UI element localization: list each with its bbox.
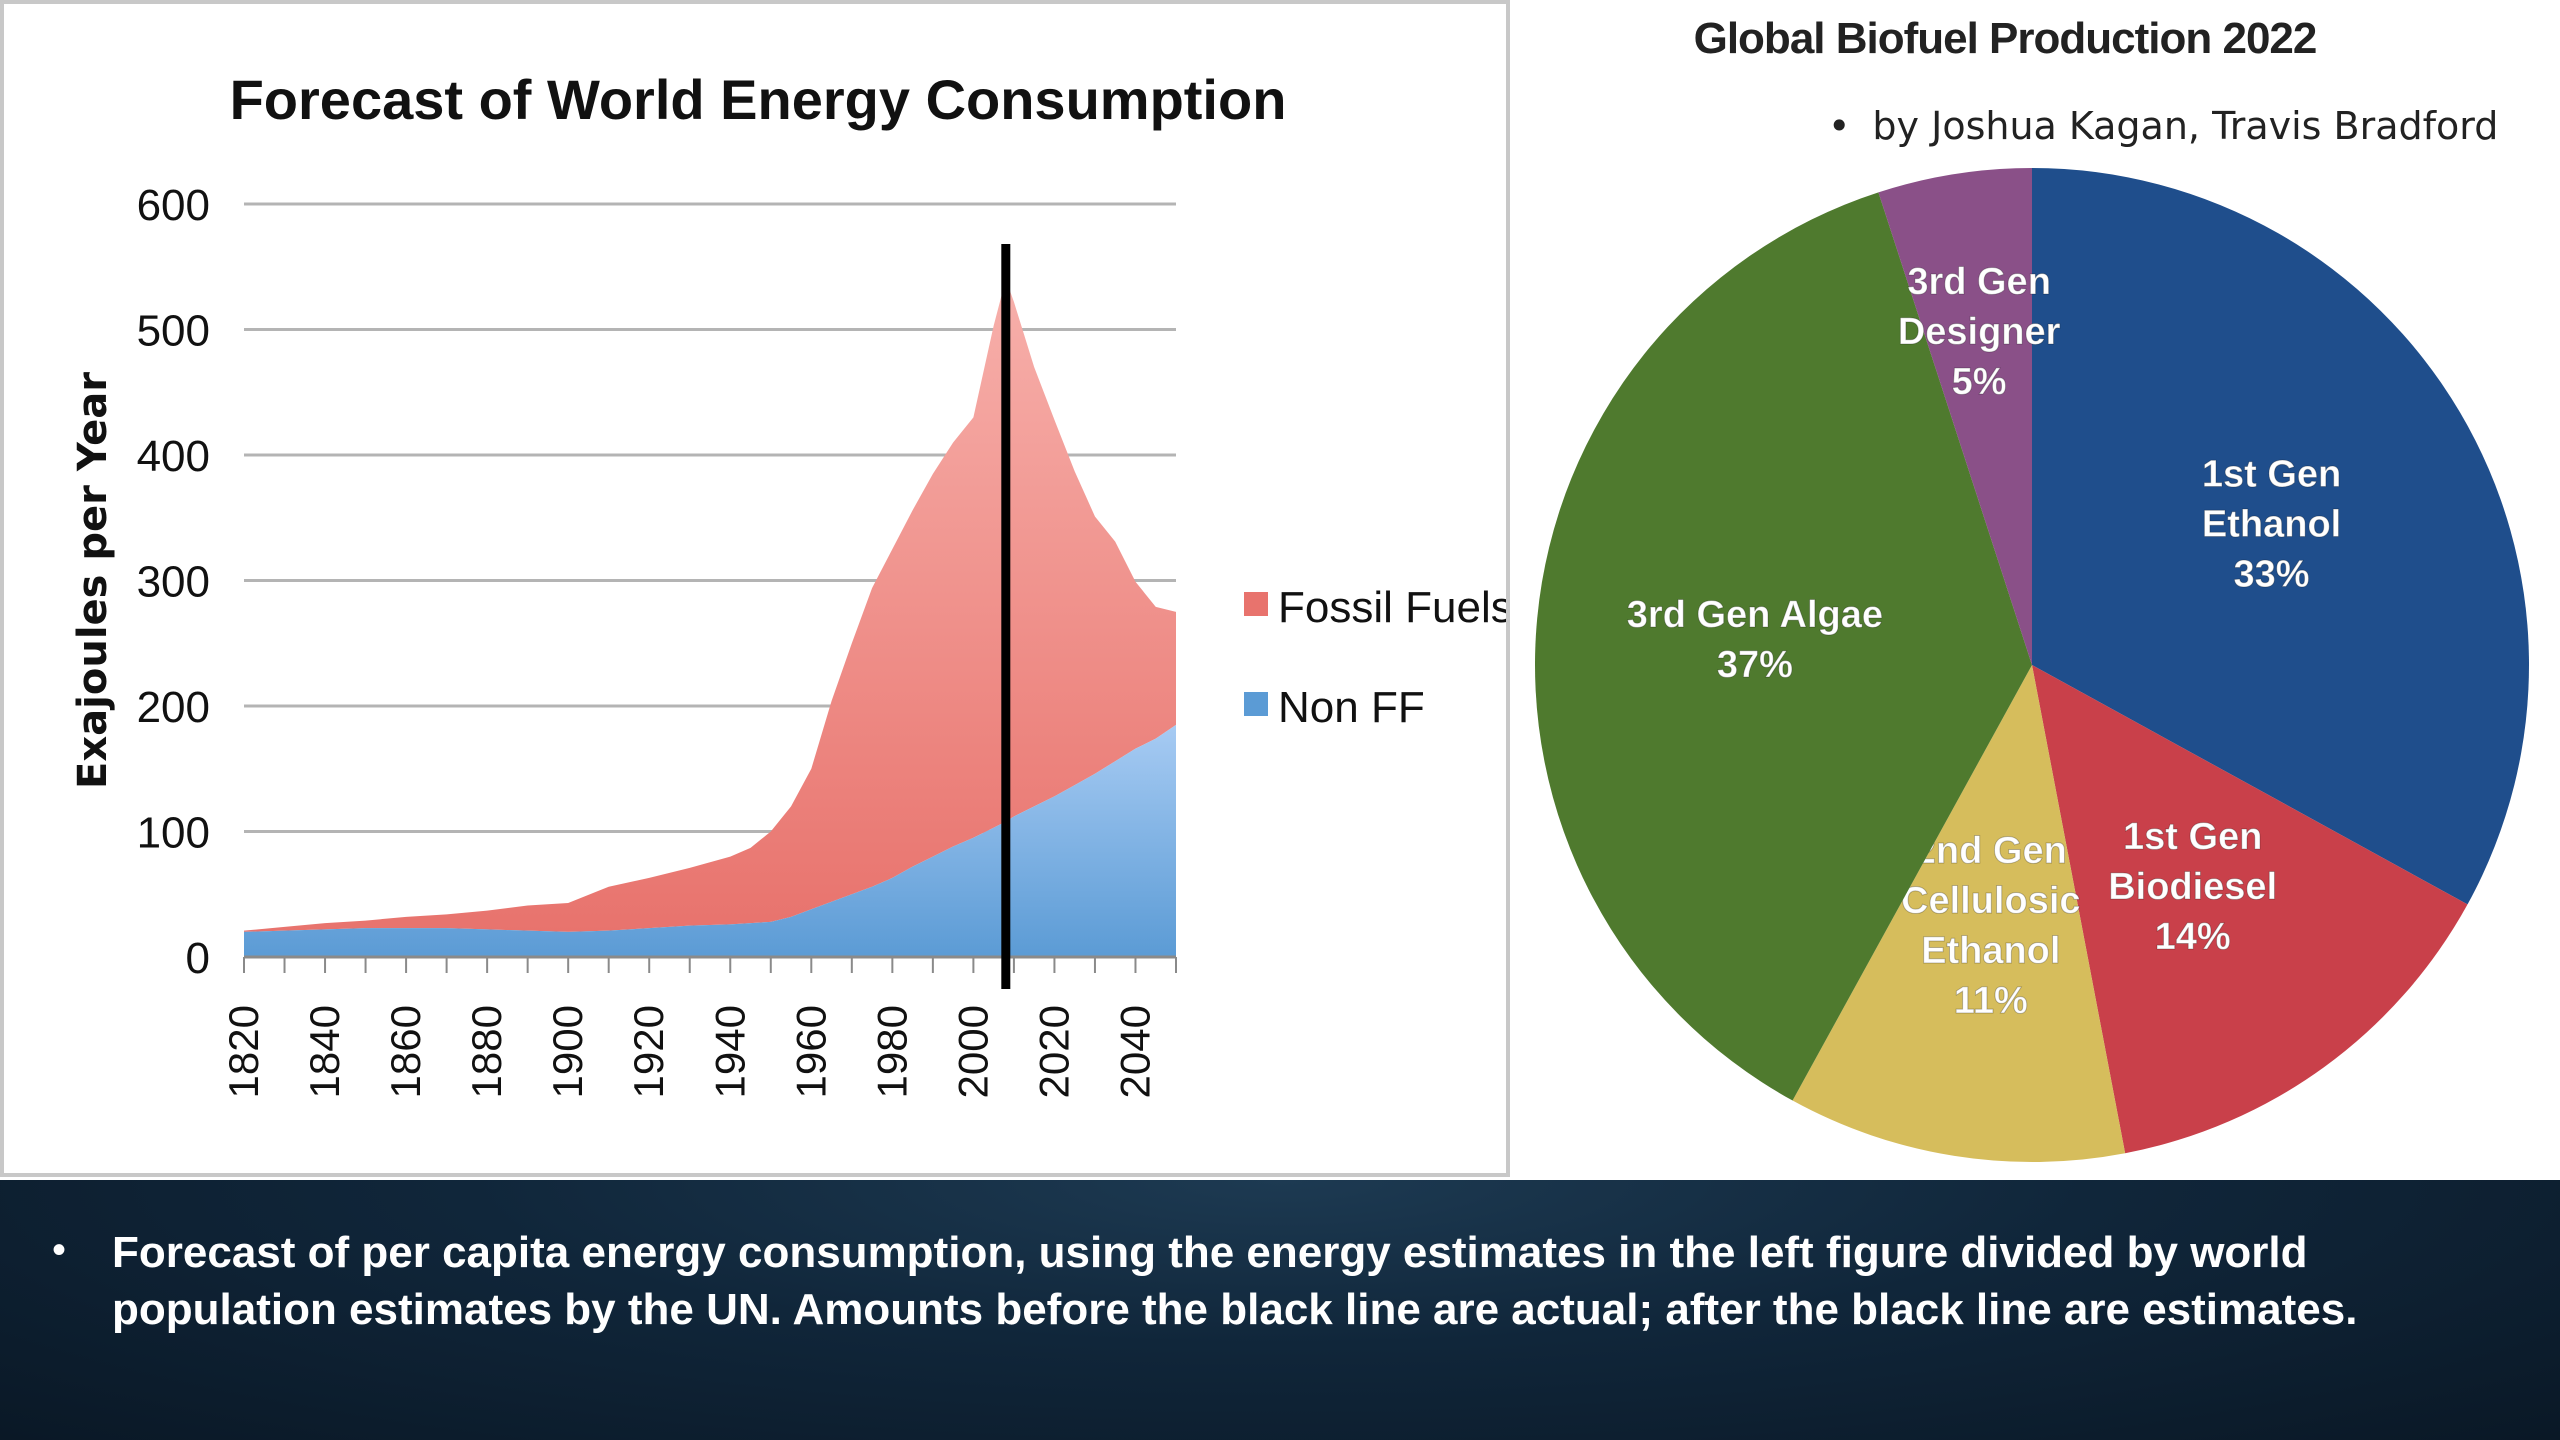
- pie-slice-label-line: Cellulosic: [1901, 880, 2081, 922]
- pie-slice: [1535, 192, 2032, 1101]
- legend-label: Fossil Fuels: [1278, 583, 1506, 632]
- pie-slice-label-line: Ethanol: [1921, 930, 2060, 972]
- y-tick-label: 300: [137, 558, 210, 607]
- pie-slice-label-line: 1st Gen: [2202, 453, 2341, 495]
- pie-slice-label-line: 37%: [1717, 644, 1793, 686]
- y-tick-label: 500: [137, 307, 210, 356]
- biofuel-pie-panel: Global Biofuel Production 2022 • by Joshu…: [1510, 0, 2560, 1180]
- x-tick-label: 1880: [463, 1005, 510, 1098]
- chart-title: Forecast of World Energy Consumption: [230, 68, 1287, 131]
- x-tick-label: 1820: [220, 1005, 267, 1098]
- biofuel-pie-chart: 1st Gen Ethanol 33% 1st Gen Biodiesel 14% 2nd …: [1535, 168, 2529, 1162]
- pie-slice-label-line: 33%: [2234, 553, 2310, 595]
- x-tick-label: 1940: [706, 1005, 753, 1098]
- pie-slice-label-line: 5%: [1952, 361, 2007, 403]
- y-tick-label: 600: [137, 181, 210, 230]
- x-tick-label: 1920: [625, 1005, 672, 1098]
- pie-slice-label-line: 14%: [2155, 916, 2231, 958]
- pie-slice-label: 1st Gen Biodiesel 14%: [2108, 816, 2277, 958]
- pie-slice-label-line: 1st Gen: [2123, 816, 2262, 858]
- caption-bullet: •: [52, 1228, 67, 1272]
- caption-text: Forecast of per capita energy consumptio…: [112, 1228, 2358, 1334]
- energy-area-chart: Forecast of World Energy Consumption 0 100…: [70, 68, 1506, 1098]
- y-tick-label: 100: [137, 809, 210, 858]
- energy-chart-panel: Forecast of World Energy Consumption 0 100…: [0, 0, 1510, 1177]
- legend-swatch: [1244, 692, 1268, 716]
- x-tick-label: 1900: [544, 1005, 591, 1098]
- x-tick-label: 2020: [1030, 1005, 1077, 1098]
- series-area-fossil-fuels: [244, 279, 1176, 932]
- pie-slice-label: 3rd Gen Designer 5%: [1898, 261, 2061, 403]
- y-tick-label: 200: [137, 683, 210, 732]
- x-tick-label: 1960: [787, 1005, 834, 1098]
- subtitle-bullet: •: [1828, 104, 1851, 148]
- x-tick-label: 2040: [1111, 1005, 1158, 1098]
- caption-bar: • Forecast of per capita energy consumpt…: [0, 1180, 2560, 1440]
- pie-slice-label-line: 3rd Gen: [1907, 261, 2051, 303]
- pie-slice-label: 3rd Gen Algae 37%: [1627, 594, 1883, 686]
- pie-slice-label-line: Designer: [1898, 311, 2061, 353]
- legend-label: Non FF: [1278, 683, 1425, 732]
- pie-chart-title: Global Biofuel Production 2022: [1693, 14, 2318, 63]
- y-tick-label: 400: [137, 432, 210, 481]
- pie-slice: [2032, 168, 2529, 905]
- x-tick-label: 1840: [301, 1005, 348, 1098]
- pie-slice: [2032, 665, 2468, 1154]
- legend-swatch: [1244, 592, 1268, 616]
- pie-slice: [1878, 168, 2032, 665]
- pie-slice-label-line: Ethanol: [2202, 503, 2341, 545]
- x-tick-label: 1860: [382, 1005, 429, 1098]
- subtitle-text: by Joshua Kagan, Travis Bradford: [1872, 104, 2499, 148]
- pie-slice-label-line: 2nd Gen: [1915, 830, 2067, 872]
- pie-slice-label-line: 3rd Gen Algae: [1627, 594, 1883, 636]
- pie-slice-label: 2nd Gen Cellulosic Ethanol 11%: [1901, 830, 2081, 1022]
- y-tick-label: 0: [186, 934, 210, 983]
- y-axis-label: Exajoules per Year: [70, 372, 116, 789]
- pie-slice-label: 1st Gen Ethanol 33%: [2202, 453, 2341, 595]
- pie-slice: [1792, 665, 2126, 1162]
- pie-slice-label-line: 11%: [1954, 980, 2028, 1022]
- x-tick-label: 2000: [949, 1005, 996, 1098]
- pie-chart-subtitle: • by Joshua Kagan, Travis Bradford: [1828, 104, 2498, 148]
- series-area-non-ff: [244, 724, 1176, 957]
- x-tick-label: 1980: [868, 1005, 915, 1098]
- pie-slice-label-line: Biodiesel: [2108, 866, 2277, 908]
